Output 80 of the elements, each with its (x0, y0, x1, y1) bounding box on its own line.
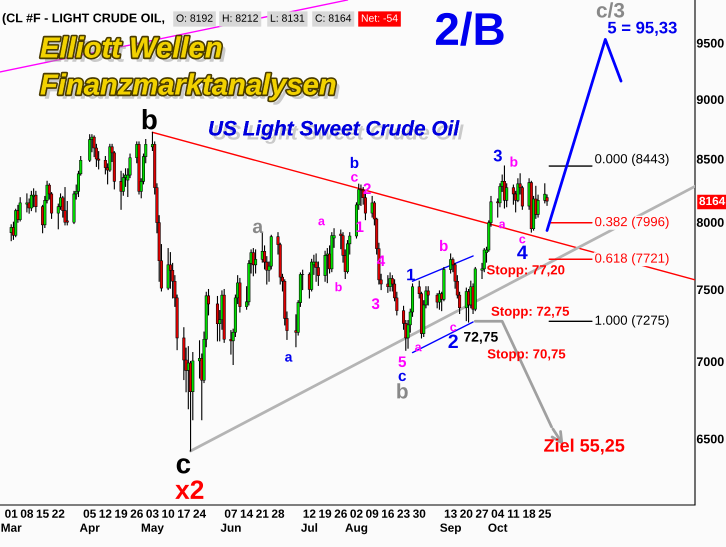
text: (CL #F - LIGHT CRUDE OIL, (2, 13, 164, 25)
x-tick-label: 28 (272, 509, 284, 518)
x-tick-label: 16 (382, 509, 394, 518)
annotation: c (450, 324, 456, 332)
y-tick-label: 7500 (696, 285, 724, 294)
annotation: 4 (517, 246, 528, 260)
annotation: 2 (448, 334, 458, 348)
annotation: b (335, 282, 342, 292)
annotation: b (397, 383, 408, 399)
series-label: 0.618 (7721) (595, 253, 669, 266)
annotation: 3 (372, 298, 380, 310)
x-tick-label: 23 (397, 509, 410, 518)
annotation: c (176, 458, 190, 474)
x-tick-label: 05 Apr (80, 509, 100, 534)
x-tick-label: 12 (100, 509, 112, 518)
x-tick-label: 26 (334, 509, 347, 518)
y-tick-label: 8500 (696, 154, 724, 164)
annotation: 1 (407, 268, 415, 280)
annotation: b (510, 156, 518, 167)
x-tick-label: 24 (193, 509, 206, 518)
annotation: 3 (494, 150, 502, 162)
annotation: b (142, 109, 157, 130)
x-tick-label: 18 (523, 509, 536, 518)
x-tick-label: 26 (130, 509, 143, 518)
x-tick-label: 09 (366, 509, 378, 518)
annotation: x2 (175, 480, 204, 499)
annotation: O: 8192 (176, 14, 213, 22)
x-tick-label: 19 (115, 509, 128, 518)
x-tick-label: 25 (538, 509, 552, 518)
x-tick-label: 13 Sep (440, 509, 461, 534)
annotation: a (318, 218, 326, 226)
x-tick-label: 14 (240, 510, 254, 518)
y-tick-label: 9000 (696, 95, 724, 104)
series-label: 0.000 (8443) (595, 154, 669, 166)
annotation: L: 8131 (270, 14, 304, 22)
series-label: 0.382 (7996) (595, 216, 669, 229)
x-tick-label: 04 Oct (488, 509, 508, 532)
x-tick-label: 07 Jun (220, 509, 241, 532)
y-tick-label: 7000 (696, 357, 724, 366)
annotation: Ziel 55,25 (544, 438, 624, 454)
annotation: a (498, 222, 506, 228)
x-tick-label: 20 (460, 509, 472, 518)
y-tick-label: 9500 (696, 38, 724, 48)
x-tick-label: 15 (36, 510, 49, 518)
x-tick-label: 21 (256, 509, 269, 518)
annotation: c/3 (596, 2, 624, 18)
annotation: 5 = 95,33 (608, 22, 677, 36)
text: 8164 (699, 196, 726, 206)
annotation: US Light Sweet Crude Oil (209, 120, 464, 144)
annotation: Stopp: 77,20 (486, 265, 564, 278)
y-tick-label: 8000 (696, 218, 724, 227)
x-tick-label: 27 (476, 509, 488, 518)
x-tick-label: 01 Mar (2, 509, 22, 532)
annotation: Finanzmarktanalysen (40, 73, 340, 105)
y-tick-label: 6500 (696, 434, 724, 444)
x-tick-label: 10 (162, 509, 174, 518)
chart-subtitle: 2/B (436, 12, 504, 46)
annotation: b (350, 156, 358, 168)
x-tick-label: 19 (319, 509, 332, 518)
x-tick-label: 11 (508, 510, 520, 518)
annotation: c (519, 236, 526, 244)
annotation: Stopp: 70,75 (488, 349, 566, 362)
x-tick-label: 12 Jul (301, 509, 318, 532)
x-tick-label: 30 (412, 509, 426, 518)
annotation: c (398, 372, 406, 382)
series-label: 1.000 (7275) (596, 315, 669, 328)
annotation: H: 8212 (222, 14, 258, 22)
x-tick-label: 17 (178, 510, 190, 518)
annotation: Net: -54 (362, 14, 398, 22)
annotation: C: 8164 (316, 14, 352, 22)
annotation: b (440, 240, 448, 252)
annotation: Stopp: 72,75 (491, 306, 570, 319)
annotation: 5 (398, 356, 406, 368)
x-tick-label: 22 (52, 509, 64, 518)
annotation: Elliott Wellen (40, 36, 226, 62)
annotation: 72,75 (464, 332, 498, 344)
annotation: c (351, 174, 358, 182)
x-tick-label: 08 (20, 509, 34, 518)
annotation: a (285, 354, 292, 362)
annotation: a (252, 222, 264, 234)
